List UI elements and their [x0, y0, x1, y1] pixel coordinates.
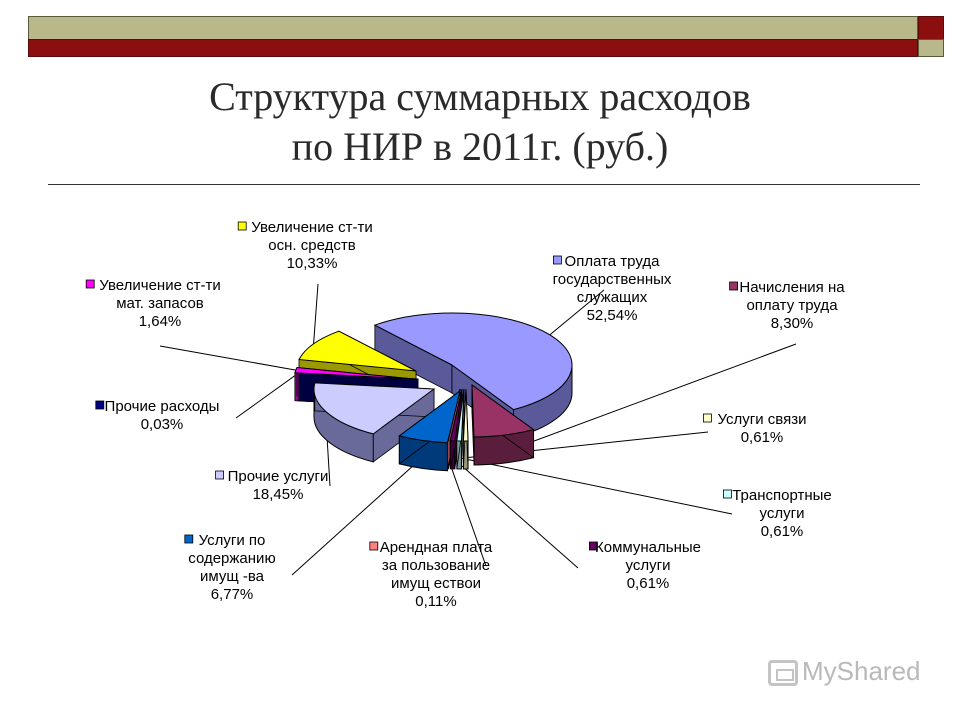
slice-label-6-line-1: содержанию: [188, 550, 275, 567]
leader-line-10: [313, 283, 319, 344]
legend-key-2: [703, 413, 712, 423]
header-corner-bottom: [918, 39, 944, 57]
slice-value-10: 10,33%: [287, 255, 338, 272]
legend-key-1: [729, 281, 738, 291]
legend-key-10: [237, 221, 247, 231]
slice-label-4-line-1: услуги: [626, 557, 671, 574]
slice-value-7: 18,45%: [253, 486, 304, 503]
slice-label-6-line-2: имущ -ва: [200, 568, 265, 585]
legend-key-0: [553, 255, 562, 265]
slice-label-3-line-0: Транспортные: [732, 487, 832, 504]
slice-value-0: 52,54%: [587, 307, 638, 324]
slice-label-3-line-1: услуги: [760, 505, 805, 522]
slice-0: [373, 312, 573, 411]
slice-value-5: 0,11%: [415, 593, 456, 610]
page-title: Структура суммарных расходов по НИР в 20…: [0, 72, 960, 172]
slice-value-9: 1,64%: [139, 313, 182, 330]
title-line-2: по НИР в 2011г. (руб.): [291, 124, 669, 169]
slice-label-5-line-0: Арендная плата: [380, 539, 493, 556]
watermark-text: MyShared: [802, 656, 921, 686]
slice-2: [462, 388, 469, 442]
leader-line-8: [235, 372, 300, 419]
leader-line-5: [447, 457, 487, 567]
slice-label-9-line-1: мат. запасов: [116, 295, 204, 312]
slice-label-9-line-0: Увеличение ст-ти: [99, 277, 220, 294]
legend-key-9: [85, 279, 95, 289]
slice-10: [298, 330, 417, 372]
leader-line-9: [159, 345, 296, 371]
header-bar-bottom: [28, 39, 918, 57]
slice-labels: Оплата трудагосударственныхслужащих52,54…: [85, 219, 845, 610]
slice-label-10-line-0: Увеличение ст-ти: [251, 219, 372, 236]
leader-line-1: [504, 343, 797, 453]
watermark-logo-icon: [768, 660, 798, 687]
slice-label-1-line-1: оплату труда: [746, 297, 838, 314]
slice-label-0-line-1: государственных: [553, 271, 672, 288]
title-line-1: Структура суммарных расходов: [209, 74, 751, 119]
slice-value-3: 0,61%: [761, 523, 804, 540]
leader-line-6: [291, 456, 423, 576]
legend-key-8: [95, 400, 105, 410]
slice-value-6: 6,77%: [211, 586, 254, 603]
slice-6: [398, 389, 461, 444]
slice-label-0-line-0: Оплата труда: [565, 253, 661, 270]
leader-line-0: [549, 289, 605, 336]
slice-value-1: 8,30%: [771, 315, 814, 332]
title-divider: [48, 184, 920, 185]
leader-line-3: [459, 457, 733, 515]
slice-value-8: 0,03%: [141, 416, 184, 433]
slice-label-10-line-1: осн. средств: [268, 237, 355, 254]
slice-1: [471, 383, 535, 438]
slice-4: [449, 388, 463, 442]
slice-label-6-line-0: Услуги по: [199, 532, 266, 549]
slice-label-7-line-0: Прочие услуги: [228, 468, 329, 485]
slice-label-5-line-2: имущ ествои: [391, 575, 481, 592]
slice-value-2: 0,61%: [741, 429, 784, 446]
slice-9: [294, 366, 415, 380]
legend-key-4: [589, 541, 598, 551]
slice-label-5-line-1: за пользование: [382, 557, 490, 574]
legend-key-7: [215, 470, 225, 480]
legend-key-3: [723, 489, 732, 499]
slice-label-0-line-2: служащих: [577, 289, 648, 306]
watermark: MyShared: [768, 656, 921, 687]
leader-line-4: [452, 457, 579, 569]
slice-label-4-line-0: Коммунальные: [595, 539, 701, 556]
slice-3: [456, 388, 465, 442]
legend-key-6: [184, 534, 194, 544]
slice-label-1-line-0: Начисления на: [739, 279, 845, 296]
slice-label-8-line-0: Прочие расходы: [105, 398, 220, 415]
slice-label-2-line-0: Услуги связи: [718, 411, 807, 428]
slice-7: [313, 382, 436, 435]
pie-tops: [294, 312, 573, 444]
legend-key-5: [369, 541, 379, 551]
slice-value-4: 0,61%: [627, 575, 670, 592]
